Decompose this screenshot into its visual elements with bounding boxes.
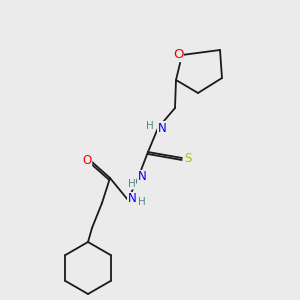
Text: N: N <box>158 122 166 134</box>
Text: N: N <box>138 170 146 184</box>
Text: N: N <box>128 193 136 206</box>
Text: H: H <box>138 197 146 207</box>
Text: O: O <box>173 49 183 62</box>
Text: H: H <box>146 121 154 131</box>
Text: O: O <box>82 154 91 166</box>
Text: S: S <box>184 152 192 164</box>
Text: H: H <box>128 179 136 189</box>
